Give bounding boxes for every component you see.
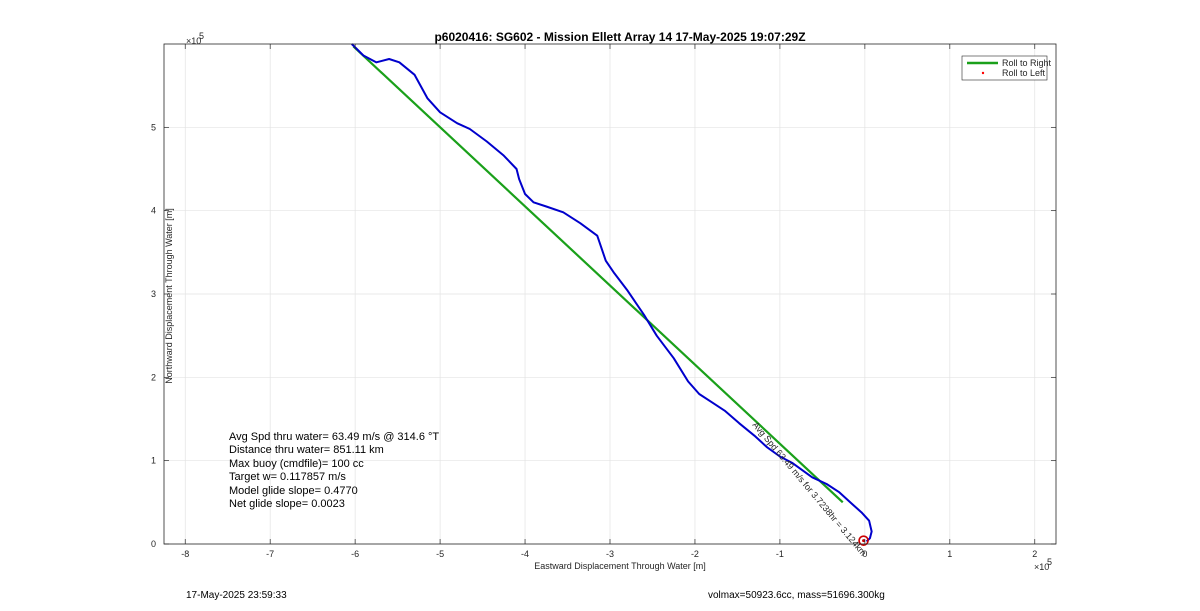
legend-roll-left-label: Roll to Left bbox=[1002, 68, 1046, 78]
y-ticks: 0 1 2 3 4 5 bbox=[151, 122, 1056, 549]
x-multiplier-base: ×10 bbox=[1034, 562, 1049, 572]
y-multiplier-base: ×10 bbox=[186, 36, 201, 46]
x-tick-label: 0 bbox=[862, 549, 867, 559]
y-multiplier: ×10 5 bbox=[186, 31, 204, 46]
y-tick-label: 1 bbox=[151, 456, 156, 466]
x-tick-label: -6 bbox=[351, 549, 359, 559]
y-tick-label: 3 bbox=[151, 289, 156, 299]
y-axis-label: Northward Displacement Through Water [m] bbox=[164, 208, 174, 384]
x-tick-label: 2 bbox=[1032, 549, 1037, 559]
y-tick-label: 5 bbox=[151, 122, 156, 132]
x-axis-label: Eastward Displacement Through Water [m] bbox=[534, 561, 706, 571]
legend-roll-right-label: Roll to Right bbox=[1002, 58, 1052, 68]
stats-line-4: Target w= 0.117857 m/s bbox=[229, 471, 346, 483]
x-tick-label: -2 bbox=[691, 549, 699, 559]
y-tick-label: 4 bbox=[151, 206, 156, 216]
legend-roll-left-swatch bbox=[981, 71, 985, 75]
x-ticks: -8 -7 -6 -5 -4 -3 -2 -1 0 1 2 bbox=[181, 44, 1037, 559]
x-tick-label: -1 bbox=[776, 549, 784, 559]
x-tick-label: -5 bbox=[436, 549, 444, 559]
y-multiplier-exp: 5 bbox=[199, 31, 204, 41]
x-tick-label: 1 bbox=[947, 549, 952, 559]
x-tick-label: -7 bbox=[266, 549, 274, 559]
end-point-marker bbox=[858, 535, 869, 546]
grid bbox=[164, 44, 1056, 545]
legend-box bbox=[961, 55, 1048, 81]
stats-line-2: Distance thru water= 851.11 km bbox=[229, 444, 384, 456]
x-multiplier: ×10 5 bbox=[1034, 557, 1052, 572]
series-track-line bbox=[351, 43, 873, 543]
stats-line-6: Net glide slope= 0.0023 bbox=[229, 498, 345, 510]
footer-vol-mass: volmax=50923.6cc, mass=51696.300kg bbox=[708, 590, 885, 601]
x-tick-label: -3 bbox=[606, 549, 614, 559]
y-tick-label: 2 bbox=[151, 372, 156, 382]
footer-timestamp: 17-May-2025 23:59:33 bbox=[186, 590, 287, 601]
x-multiplier-exp: 5 bbox=[1047, 557, 1052, 567]
stats-line-5: Model glide slope= 0.4770 bbox=[229, 485, 358, 497]
series-roll-to-right-line bbox=[352, 45, 844, 504]
legend: Roll to Right Roll to Left bbox=[961, 55, 1052, 81]
end-point-dot bbox=[862, 539, 866, 543]
x-tick-label: -4 bbox=[521, 549, 529, 559]
stats-line-1: Avg Spd thru water= 63.49 m/s @ 314.6 °T bbox=[229, 431, 439, 443]
series-layer bbox=[351, 43, 873, 546]
y-tick-label: 0 bbox=[151, 539, 156, 549]
stats-block: Avg Spd thru water= 63.49 m/s @ 314.6 °T… bbox=[229, 431, 439, 510]
chart-title: p6020416: SG602 - Mission Ellett Array 1… bbox=[434, 30, 805, 44]
stats-line-3: Max buoy (cmdfile)= 100 cc bbox=[229, 458, 364, 470]
x-tick-label: -8 bbox=[181, 549, 189, 559]
